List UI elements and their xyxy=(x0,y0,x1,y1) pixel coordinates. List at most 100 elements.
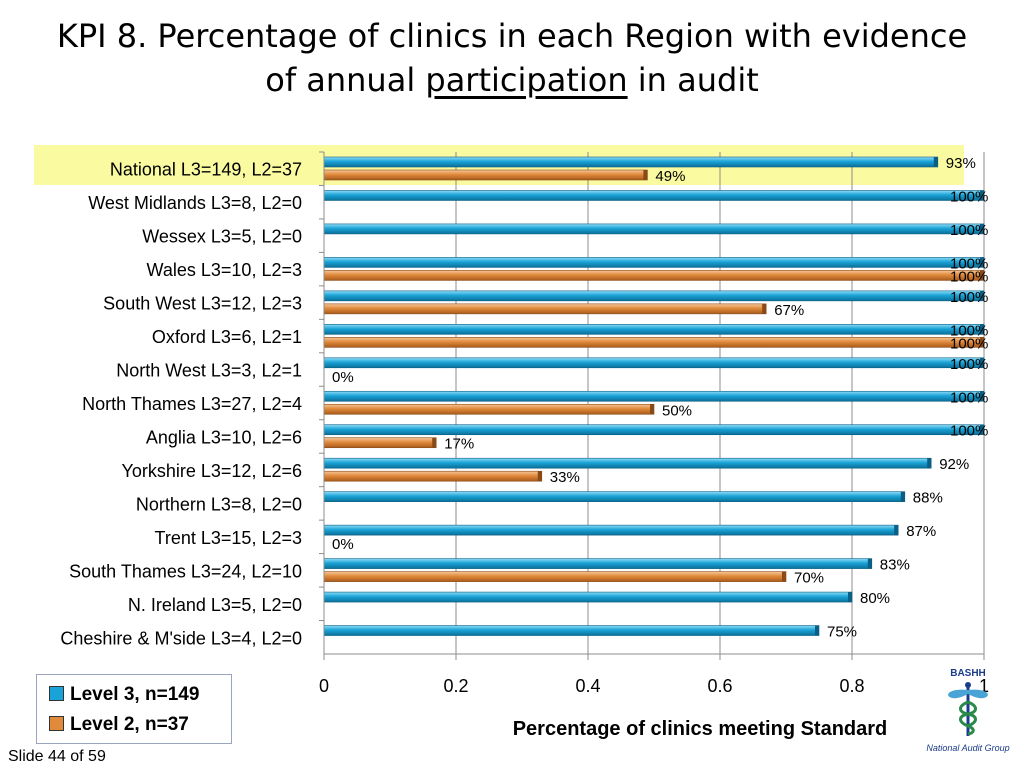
x-tick-label: 0.4 xyxy=(575,676,600,696)
data-label: 33% xyxy=(550,469,580,486)
category-label: Northern L3=8, L2=0 xyxy=(136,494,302,514)
data-label: 83% xyxy=(880,557,910,574)
data-label: 93% xyxy=(946,155,976,172)
bar-end-cap xyxy=(980,391,984,402)
data-label: 100% xyxy=(950,322,988,339)
legend-item-level3: Level 3, n=149 xyxy=(49,683,199,707)
category-label: Cheshire & M'side L3=4, L2=0 xyxy=(60,628,302,648)
slide-number: Slide 44 of 59 xyxy=(8,748,106,765)
bar xyxy=(323,303,767,315)
bar xyxy=(323,524,899,536)
x-axis-label: Percentage of clinics meeting Standard xyxy=(512,718,888,740)
data-label: 100% xyxy=(950,423,988,440)
logo-name: BASHH xyxy=(950,668,986,679)
category-label: South Thames L3=24, L2=10 xyxy=(69,561,302,581)
category-label: North Thames L3=27, L2=4 xyxy=(82,394,302,414)
bar-end-cap xyxy=(927,458,932,469)
data-label: 100% xyxy=(950,335,988,352)
caduceus-icon xyxy=(948,682,988,736)
data-label: 88% xyxy=(913,490,943,507)
legend-swatch-level3 xyxy=(49,686,64,701)
bar-end-cap xyxy=(980,357,984,368)
data-label: 100% xyxy=(950,188,988,205)
x-tick-label: 0.8 xyxy=(839,676,864,696)
bar xyxy=(323,491,906,502)
bar xyxy=(323,403,655,415)
bar-end-cap xyxy=(980,337,984,348)
bar-end-cap xyxy=(980,190,984,201)
bar-end-cap xyxy=(650,404,654,415)
bar-end-cap xyxy=(867,558,872,569)
category-label: Oxford L3=6, L2=1 xyxy=(152,327,302,347)
bar-end-cap xyxy=(432,437,437,448)
category-label: N. Ireland L3=5, L2=0 xyxy=(128,595,302,615)
category-label: Trent L3=15, L2=3 xyxy=(155,528,302,548)
title-emphasis: participation xyxy=(425,61,628,99)
data-label: 75% xyxy=(827,624,857,641)
data-label: 100% xyxy=(950,255,988,272)
data-label: 0% xyxy=(332,369,354,386)
bar xyxy=(323,290,985,302)
data-label: 100% xyxy=(950,222,988,239)
bar-end-cap xyxy=(980,270,984,281)
logo-subtitle: National Audit Group xyxy=(926,743,1010,753)
bar-end-cap xyxy=(980,223,984,234)
data-label: 67% xyxy=(774,302,804,319)
data-label: 50% xyxy=(662,402,692,419)
bar-end-cap xyxy=(980,290,984,301)
data-label: 0% xyxy=(332,536,354,553)
bar-end-cap xyxy=(815,625,819,636)
x-tick-label: 1 xyxy=(979,676,989,696)
data-label: 100% xyxy=(950,289,988,306)
category-label: Anglia L3=10, L2=6 xyxy=(146,427,302,447)
data-label: 100% xyxy=(950,389,988,406)
bar-end-cap xyxy=(643,170,648,180)
x-tick-label: 0.2 xyxy=(443,676,468,696)
bar-end-cap xyxy=(537,471,542,482)
slide-title: KPI 8. Percentage of clinics in each Reg… xyxy=(0,14,1024,102)
bar xyxy=(323,437,437,449)
x-tick-label: 0 xyxy=(319,676,329,696)
category-label: Wales L3=10, L2=3 xyxy=(147,260,302,280)
bar xyxy=(323,169,648,181)
bar-end-cap xyxy=(980,257,984,268)
category-label: North West L3=3, L2=1 xyxy=(116,361,302,381)
bar xyxy=(323,337,985,348)
bar-end-cap xyxy=(980,424,984,435)
bar xyxy=(323,190,985,201)
category-label: National L3=149, L2=37 xyxy=(110,160,302,180)
bashh-logo: BASHH National Audit Group xyxy=(918,668,1018,766)
bar-end-cap xyxy=(894,525,899,536)
bar-end-cap xyxy=(933,157,938,167)
bar xyxy=(323,270,985,281)
legend-swatch-level2 xyxy=(49,716,64,731)
title-line-2: of annual participation in audit xyxy=(265,61,759,99)
data-label: 49% xyxy=(655,168,685,185)
bar xyxy=(323,223,985,235)
data-label: 87% xyxy=(906,523,936,540)
bar-end-cap xyxy=(848,592,852,603)
category-label: South West L3=12, L2=3 xyxy=(103,294,302,314)
title-line-1: KPI 8. Percentage of clinics in each Reg… xyxy=(56,17,968,55)
bar xyxy=(323,591,853,603)
category-label: Wessex L3=5, L2=0 xyxy=(142,227,302,247)
bar xyxy=(323,390,985,402)
data-label: 17% xyxy=(444,436,474,453)
bar xyxy=(323,424,985,436)
bar xyxy=(323,324,985,335)
bar xyxy=(323,470,543,482)
bar xyxy=(323,357,985,369)
data-label: 92% xyxy=(939,456,969,473)
chart-legend: Level 3, n=149 Level 2, n=37 xyxy=(36,674,232,744)
category-label: West Midlands L3=8, L2=0 xyxy=(88,193,302,213)
bar xyxy=(323,571,787,582)
data-label: 70% xyxy=(794,570,824,587)
bar xyxy=(323,257,985,268)
bar xyxy=(323,558,873,569)
bar-end-cap xyxy=(980,324,984,335)
data-label: 100% xyxy=(950,268,988,285)
bar xyxy=(323,457,932,469)
bar-end-cap xyxy=(900,491,905,502)
bar-end-cap xyxy=(762,303,767,314)
